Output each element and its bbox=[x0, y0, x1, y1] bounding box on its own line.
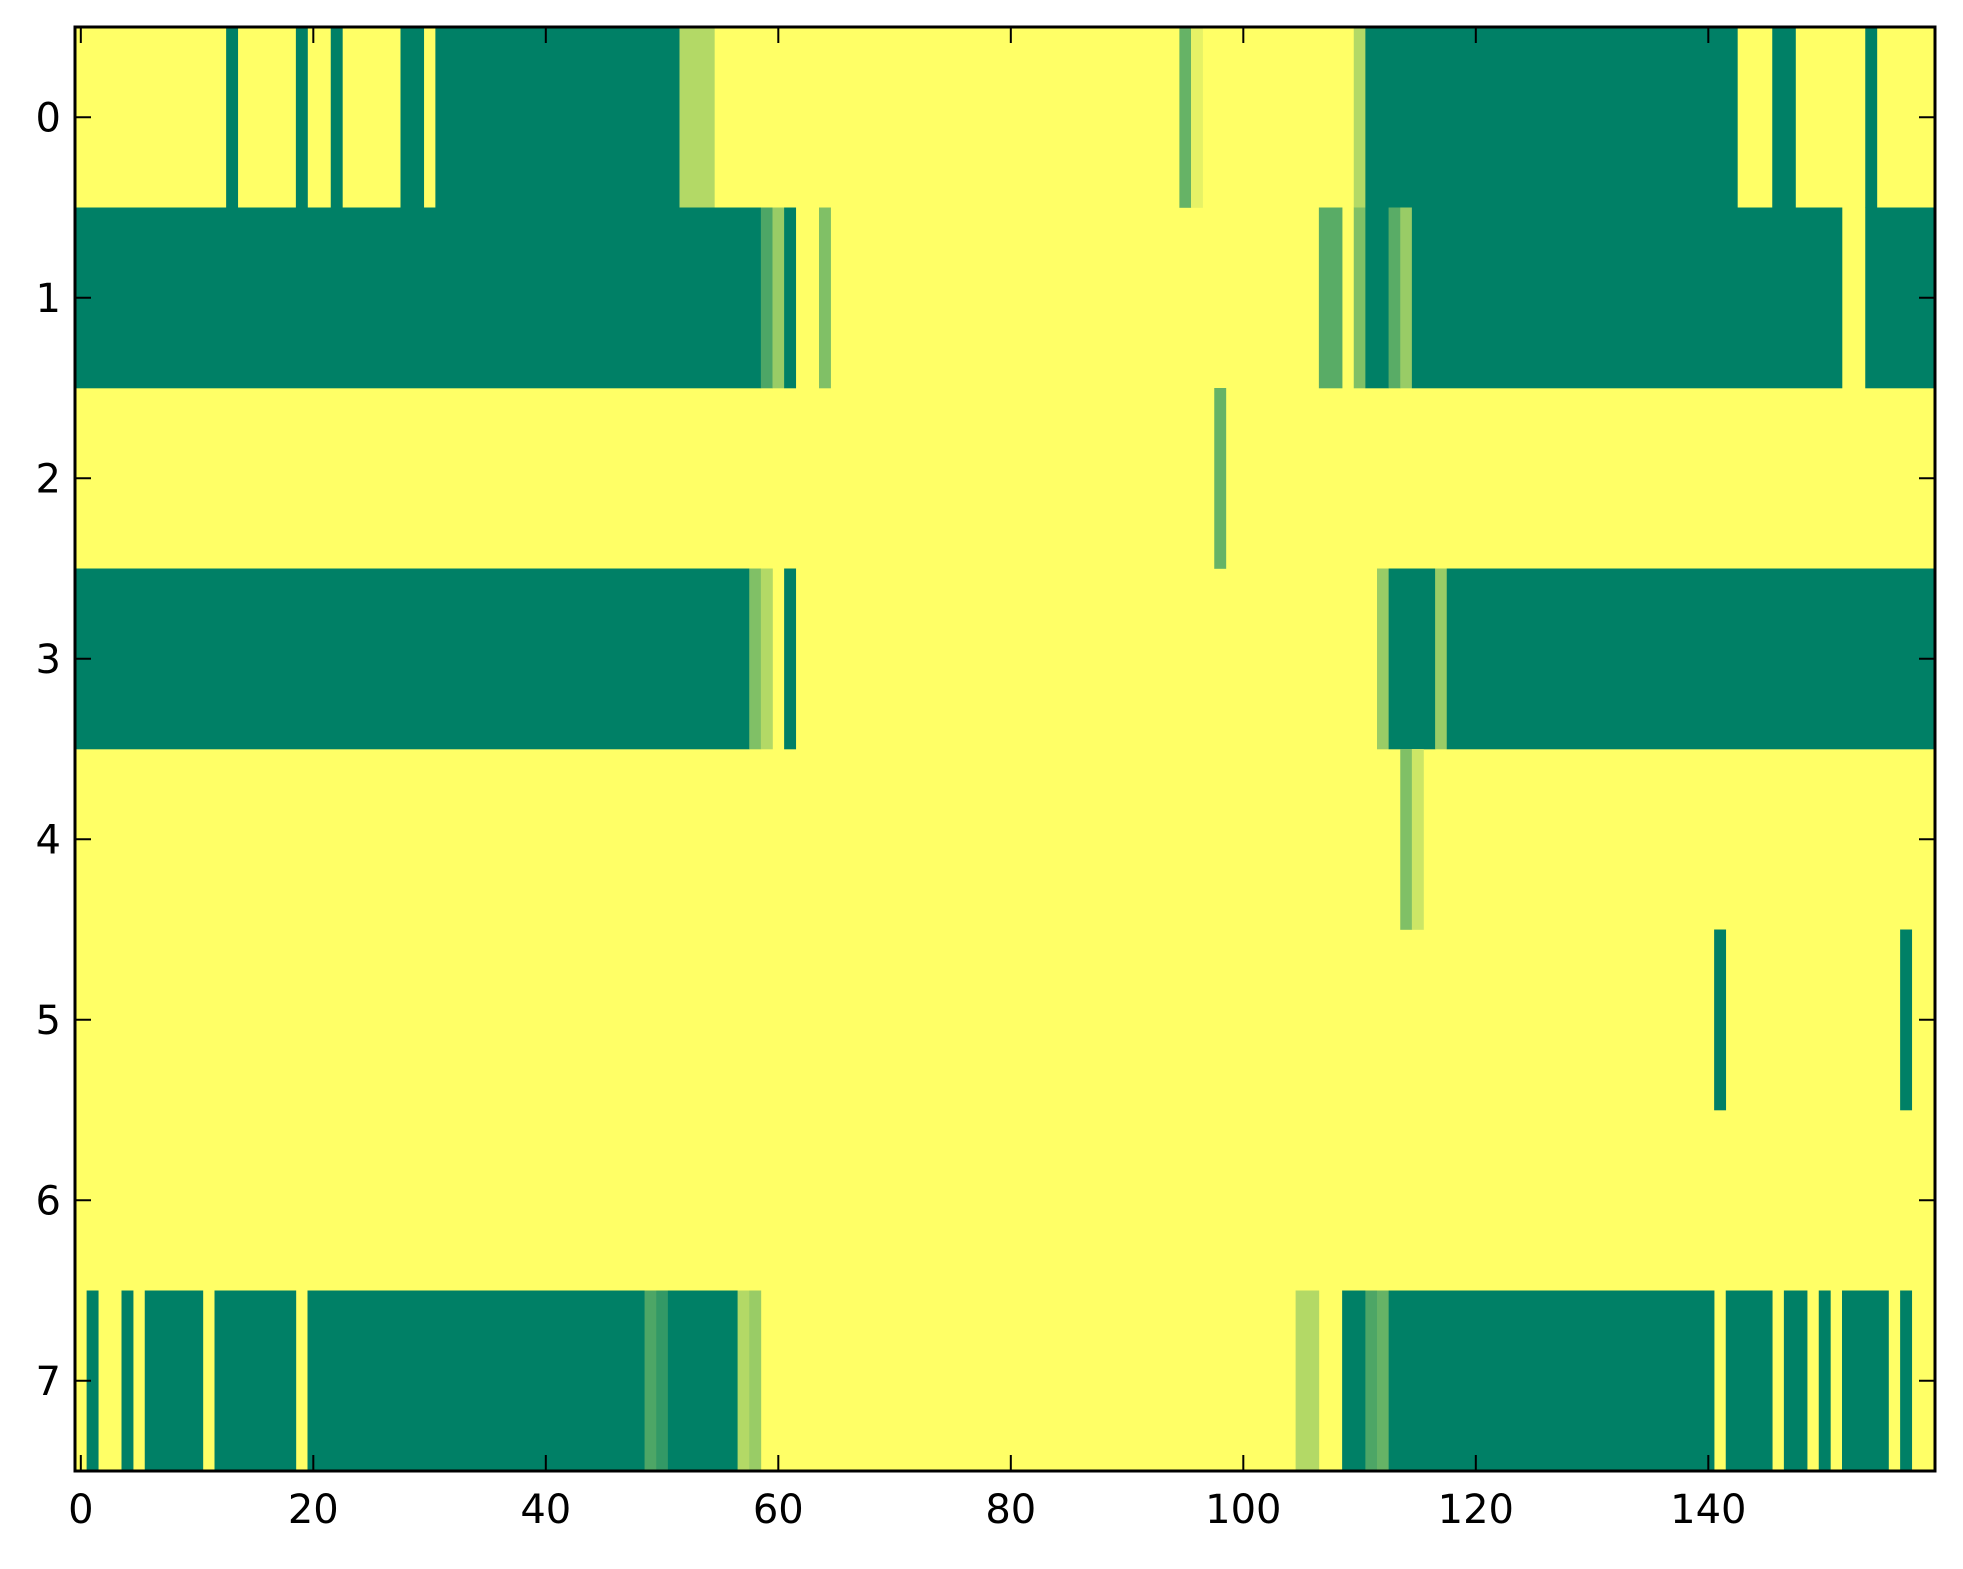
y-tick-label: 2 bbox=[36, 456, 61, 502]
heatmap-cell bbox=[295, 27, 308, 208]
heatmap-cell bbox=[1318, 207, 1343, 389]
x-tick-label: 20 bbox=[288, 1487, 339, 1533]
heatmap-cell bbox=[1435, 568, 1448, 750]
heatmap-cell bbox=[1214, 388, 1227, 569]
plot-frame bbox=[73, 25, 1937, 1473]
x-tick-label: 100 bbox=[1205, 1487, 1281, 1533]
heatmap-cell bbox=[656, 1290, 669, 1472]
heatmap-cell bbox=[1365, 1290, 1378, 1472]
heatmap-cells bbox=[75, 27, 1936, 1472]
heatmap-cell bbox=[75, 568, 750, 750]
heatmap-cell bbox=[1179, 27, 1192, 208]
heatmap-cell bbox=[1365, 27, 1738, 208]
heatmap-cell bbox=[784, 207, 797, 389]
heatmap-cell bbox=[1400, 749, 1413, 930]
heatmap-cell bbox=[644, 1290, 657, 1472]
y-tick-label: 0 bbox=[36, 95, 61, 141]
heatmap-cell bbox=[1342, 1290, 1366, 1472]
heatmap-cell bbox=[749, 1290, 762, 1472]
heatmap-cell bbox=[121, 1290, 134, 1472]
heatmap-cell bbox=[1818, 1290, 1831, 1472]
heatmap-cell bbox=[1772, 27, 1796, 208]
heatmap-cell bbox=[1714, 929, 1727, 1111]
x-tick-label: 40 bbox=[520, 1487, 571, 1533]
y-tick-label: 7 bbox=[36, 1359, 61, 1405]
heatmap-cell bbox=[772, 207, 785, 389]
x-tick-label: 140 bbox=[1670, 1487, 1746, 1533]
heatmap-cell bbox=[760, 568, 773, 750]
heatmap-cell bbox=[1388, 568, 1436, 750]
x-tick-label: 120 bbox=[1438, 1487, 1514, 1533]
heatmap-cell bbox=[1411, 207, 1843, 389]
heatmap-cell bbox=[819, 207, 831, 389]
x-tick-labels: 0 20 40 60 80 100 120 140 bbox=[68, 1487, 1746, 1533]
heatmap-cell bbox=[1353, 27, 1366, 208]
heatmap-cell bbox=[144, 1290, 204, 1472]
x-tick-label: 60 bbox=[753, 1487, 804, 1533]
heatmap-cell bbox=[784, 568, 797, 750]
y-tick-label: 4 bbox=[36, 817, 61, 863]
heatmap-cell bbox=[1783, 1290, 1808, 1472]
heatmap-cell bbox=[307, 1290, 645, 1472]
heatmap-cell bbox=[1377, 1290, 1389, 1472]
heatmap-cell bbox=[1900, 1290, 1913, 1472]
y-tick-label: 6 bbox=[36, 1178, 61, 1224]
heatmap-cell bbox=[760, 207, 773, 389]
heatmap-cell bbox=[1191, 27, 1203, 208]
heatmap-cell bbox=[749, 568, 762, 750]
heatmap-cell bbox=[1446, 568, 1936, 750]
heatmap-cell bbox=[214, 1290, 297, 1472]
heatmap-cell bbox=[1865, 27, 1878, 208]
y-tick-label: 1 bbox=[36, 276, 61, 322]
y-tick-label: 3 bbox=[36, 637, 61, 683]
heatmap-cell bbox=[667, 1290, 738, 1472]
y-tick-labels: 0 1 2 3 4 5 6 7 bbox=[36, 95, 61, 1405]
heatmap-cell bbox=[1725, 1290, 1773, 1472]
axis-ticks bbox=[75, 27, 1935, 1471]
heatmap-cell bbox=[1295, 1290, 1320, 1472]
heatmap-cell bbox=[1353, 207, 1366, 389]
heatmap-cell bbox=[1377, 568, 1389, 750]
heatmap-cell bbox=[86, 1290, 99, 1472]
y-tick-label: 5 bbox=[36, 998, 61, 1044]
heatmap-cell bbox=[1842, 1290, 1889, 1472]
heatmap-cell bbox=[1388, 207, 1401, 389]
heatmap-cell bbox=[1411, 749, 1424, 930]
heatmap-cell bbox=[737, 1290, 750, 1472]
heatmap-cell bbox=[1900, 929, 1913, 1111]
heatmap-cell bbox=[1400, 207, 1413, 389]
heatmap-cell bbox=[435, 27, 680, 208]
heatmap-cell bbox=[75, 207, 762, 389]
heatmap-cell bbox=[226, 27, 239, 208]
heatmap-cell bbox=[679, 27, 715, 208]
x-tick-label: 80 bbox=[985, 1487, 1036, 1533]
heatmap-cell bbox=[1388, 1290, 1715, 1472]
x-tick-label: 0 bbox=[68, 1487, 93, 1533]
heatmap-cell bbox=[400, 27, 425, 208]
heatmap-cell bbox=[330, 27, 343, 208]
heatmap-cell bbox=[1365, 207, 1389, 389]
